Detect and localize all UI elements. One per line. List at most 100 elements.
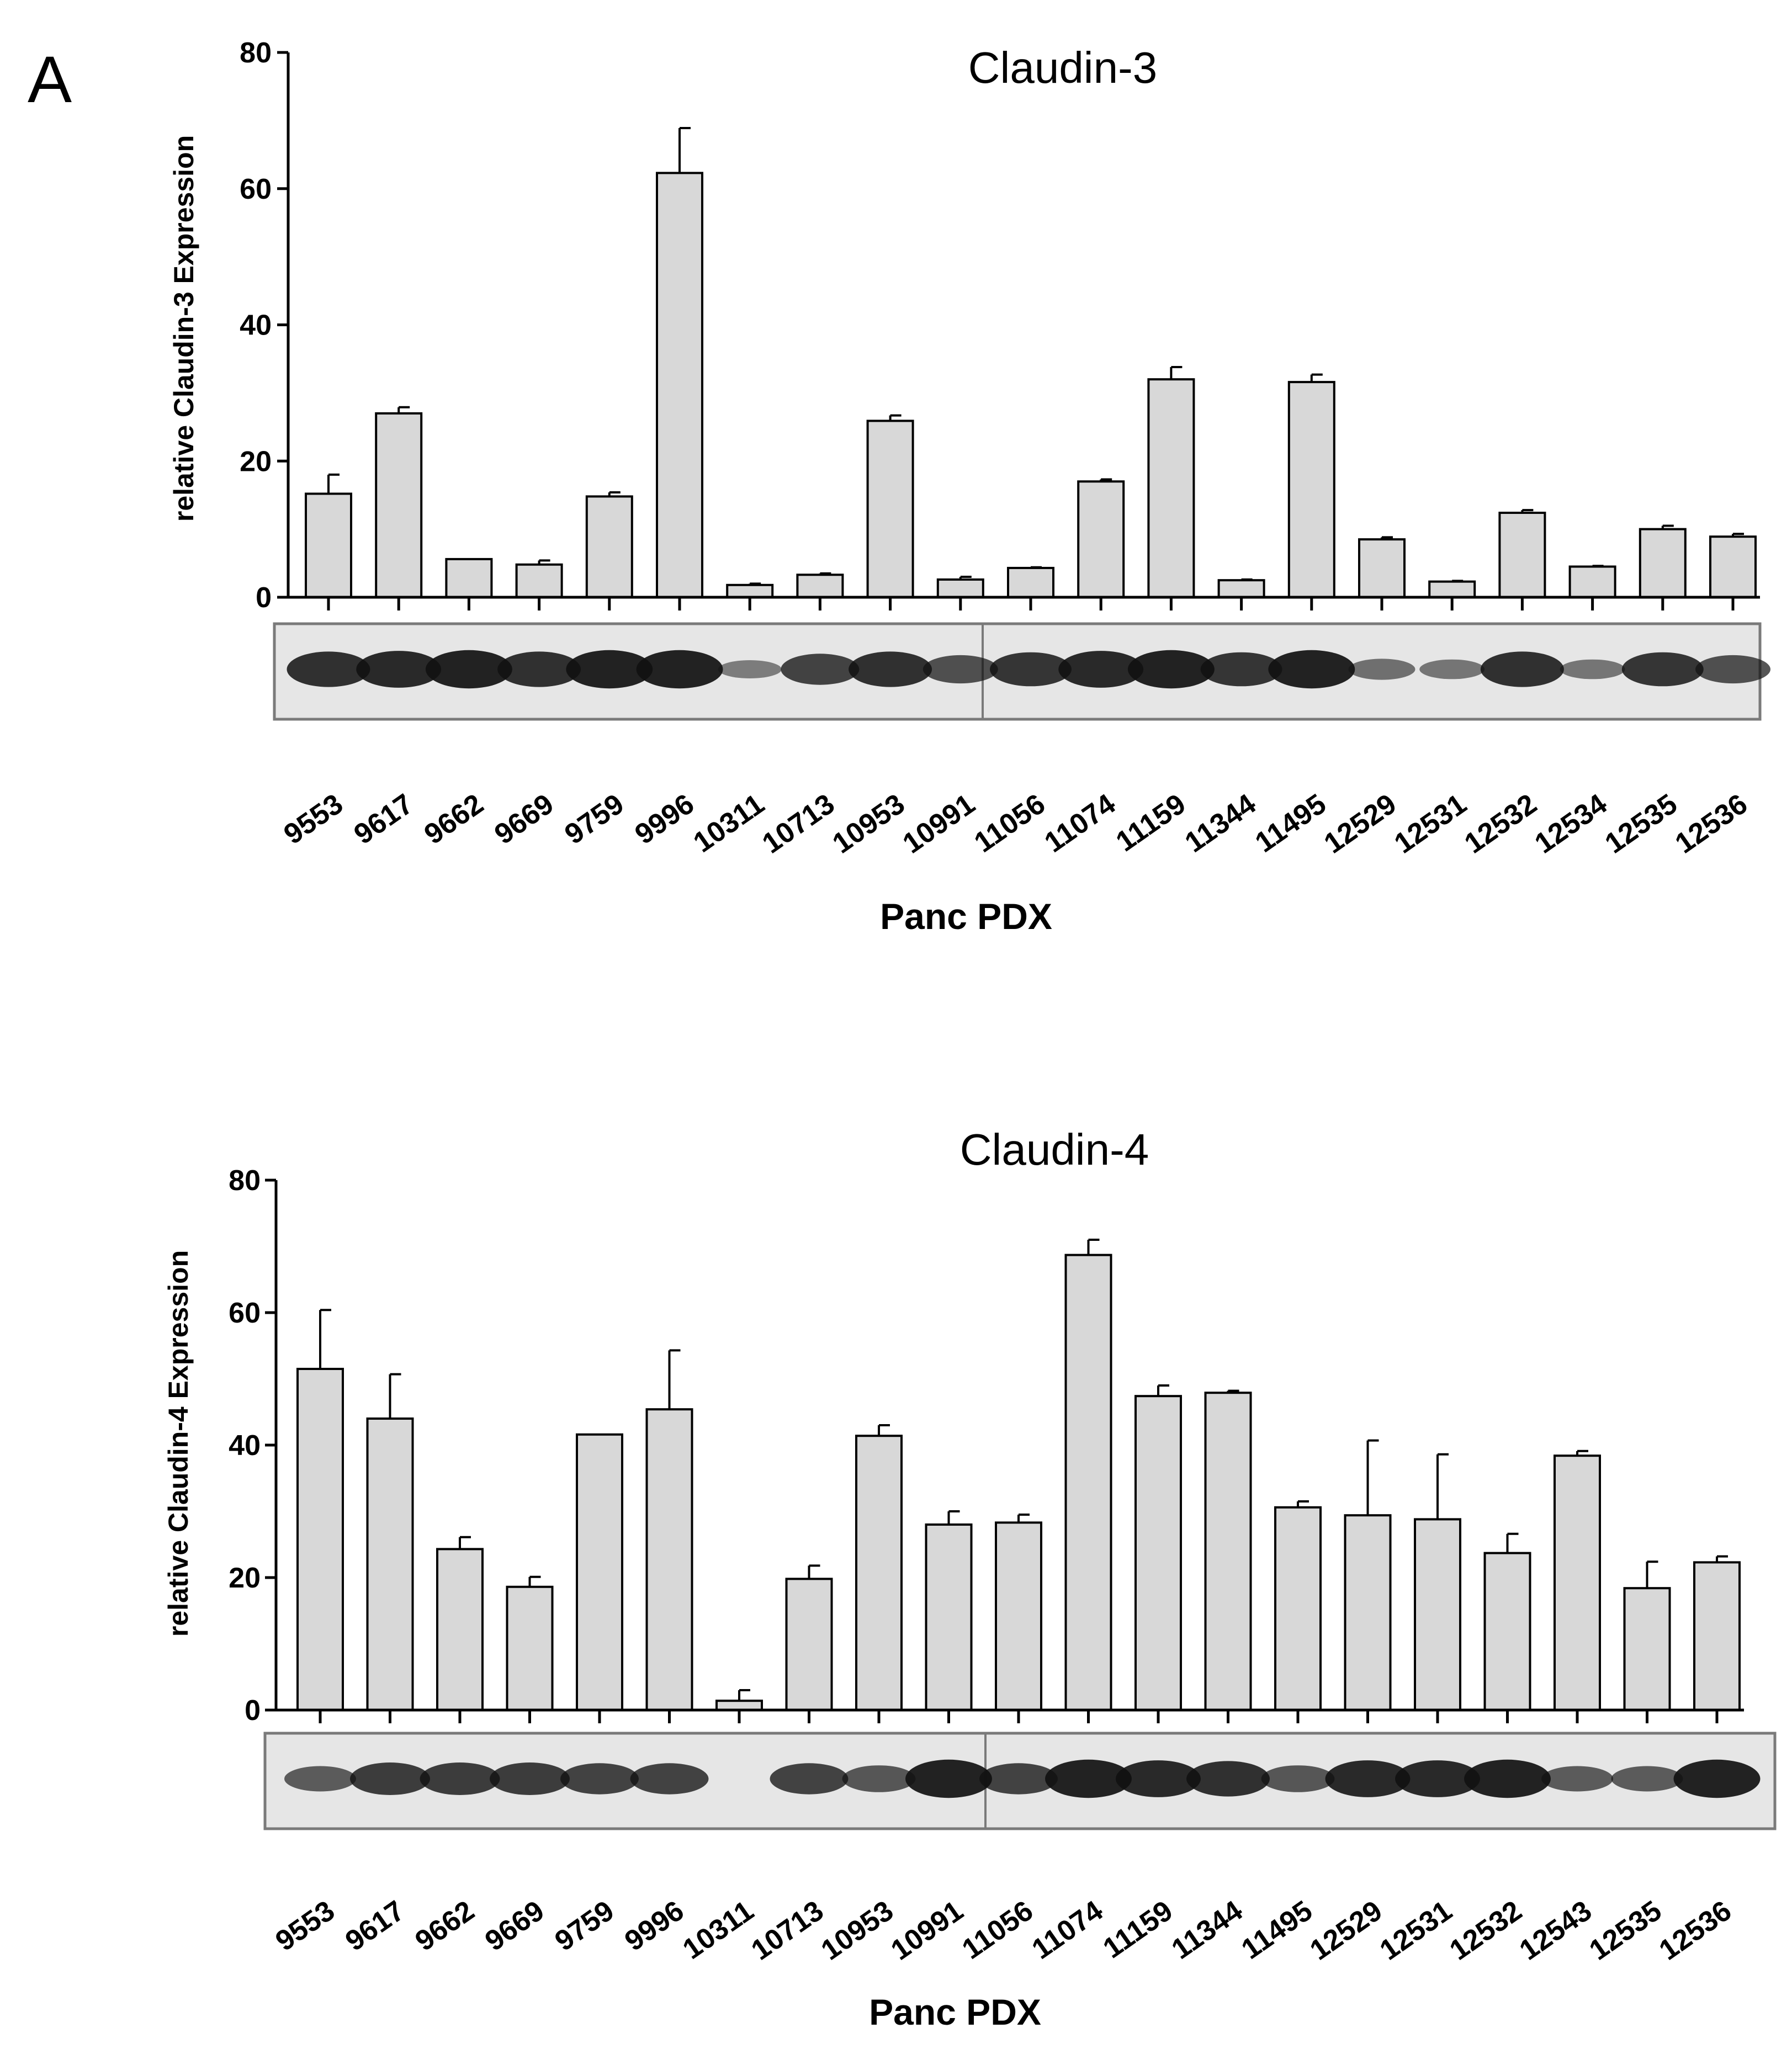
- bar-12531: [1428, 580, 1476, 599]
- bar-11159: [1134, 1395, 1182, 1711]
- bar-10991: [925, 1523, 973, 1711]
- x-tick-label: 12543: [1514, 1894, 1598, 1966]
- bar-11074: [1064, 1254, 1112, 1712]
- western-blot: [263, 1732, 1777, 1830]
- bar-10311: [726, 583, 774, 598]
- bar-9617: [366, 1417, 414, 1711]
- bar-11495: [1274, 1506, 1322, 1712]
- x-tick-label: 12532: [1459, 788, 1543, 859]
- bar-10953: [855, 1435, 903, 1711]
- chart-claudin-4: Claudin-4 relative Claudin-4 Expression …: [163, 1125, 1777, 2032]
- x-tick-label: 11074: [1026, 1894, 1109, 1966]
- x-tick-label: 12529: [1305, 1894, 1388, 1966]
- blot-band-12529: [1325, 1760, 1411, 1797]
- bar-11495: [1287, 381, 1335, 598]
- bar-12529: [1344, 1514, 1392, 1711]
- y-axis-ticks: 0 20 40 60 80: [229, 1165, 276, 1727]
- blot-band-10953: [842, 1765, 916, 1792]
- x-tick-label: 9662: [410, 1894, 480, 1957]
- bar-10311: [715, 1700, 763, 1711]
- blot-band-11159: [1116, 1760, 1201, 1797]
- bar-9669: [515, 563, 563, 599]
- blot-band-9996: [636, 650, 723, 689]
- x-tick-label: 10991: [897, 788, 981, 859]
- blot-band-9553: [284, 1766, 356, 1792]
- axes: [274, 1180, 1744, 1723]
- x-tick-label: 11495: [1236, 1894, 1318, 1966]
- y-tick-label: 80: [240, 37, 272, 69]
- blot-band-9662: [425, 650, 512, 689]
- y-axis-label: relative Claudin-3 Expression: [168, 135, 199, 522]
- bar-9662: [436, 1548, 484, 1711]
- x-tick-label: 11495: [1249, 788, 1332, 859]
- bar-9617: [375, 412, 423, 598]
- blot-band-12535: [1621, 652, 1704, 687]
- bar-12535: [1623, 1587, 1671, 1711]
- x-tick-label: 10991: [886, 1894, 969, 1966]
- y-tick-label: 0: [245, 1695, 261, 1727]
- bar-12543: [1554, 1454, 1601, 1711]
- blot-band-9662: [420, 1762, 500, 1795]
- x-tick-label: 9759: [559, 788, 630, 851]
- blot-band-12531: [1395, 1760, 1480, 1797]
- bar-12535: [1639, 528, 1687, 598]
- panel-label: A: [28, 43, 72, 116]
- blot-band-9669: [497, 651, 581, 687]
- bar-10991: [936, 578, 984, 598]
- blot-band-10713: [781, 654, 860, 685]
- x-tick-label: 11056: [969, 788, 1051, 859]
- x-tick-label: 9662: [418, 788, 489, 851]
- blot-band-9759: [560, 1763, 639, 1794]
- x-tick-label: 12534: [1529, 788, 1613, 859]
- blot-band-9996: [630, 1763, 709, 1794]
- x-tick-label: 9996: [619, 1894, 690, 1957]
- x-tick-label: 12535: [1584, 1894, 1668, 1966]
- blot-band-11344: [1200, 652, 1282, 687]
- bar-12536: [1709, 535, 1757, 598]
- blot-band-12536: [1673, 1759, 1761, 1798]
- bar-11159: [1147, 378, 1195, 598]
- blot-band-12532: [1480, 651, 1564, 687]
- bar-9759: [576, 1433, 623, 1712]
- x-tick-label: 10311: [677, 1894, 760, 1966]
- y-axis-label: relative Claudin-4 Expression: [163, 1250, 194, 1637]
- blot-band-10953: [849, 651, 932, 687]
- blot-band-10713: [770, 1763, 849, 1794]
- blot-band-9669: [490, 1762, 570, 1795]
- y-tick-label: 40: [240, 310, 272, 342]
- bars: [296, 1254, 1741, 1712]
- bar-11074: [1077, 480, 1125, 599]
- bar-12532: [1483, 1552, 1531, 1712]
- x-tick-label: 10953: [827, 788, 911, 859]
- blot-band-9759: [566, 650, 653, 689]
- blot-band-11159: [1127, 650, 1215, 689]
- bars: [305, 172, 1757, 599]
- bar-9553: [305, 492, 352, 598]
- blot-band-9553: [287, 651, 370, 687]
- x-tick-label: 9669: [489, 788, 559, 851]
- x-tick-label: 10311: [688, 788, 770, 859]
- blot-band-12535: [1611, 1766, 1683, 1792]
- x-tick-label: 12529: [1318, 788, 1402, 859]
- x-axis-label: Panc PDX: [869, 1992, 1041, 2032]
- x-tick-label: 12532: [1444, 1894, 1528, 1966]
- blot-band-11495: [1268, 650, 1355, 689]
- x-tick-label: 12535: [1599, 788, 1683, 859]
- blot-band-9617: [350, 1762, 430, 1795]
- bar-9996: [645, 1408, 693, 1711]
- x-tick-label: 11159: [1098, 1894, 1179, 1965]
- blot-band-11344: [1186, 1761, 1270, 1797]
- x-tick-label: 9996: [629, 788, 700, 851]
- axes: [287, 52, 1760, 610]
- x-tick-label: 11074: [1039, 788, 1121, 859]
- y-tick-label: 20: [240, 445, 272, 477]
- bar-10713: [796, 574, 844, 599]
- bar-11056: [995, 1521, 1042, 1711]
- x-tick-label: 11344: [1166, 1894, 1248, 1966]
- y-axis-ticks: 0 20 40 60 80: [240, 37, 288, 614]
- blot-band-10311: [718, 660, 782, 678]
- chart-claudin-3: Claudin-3 relative Claudin-3 Expression …: [168, 37, 1770, 937]
- bar-10713: [785, 1578, 833, 1711]
- x-tick-label: 12531: [1374, 1894, 1458, 1966]
- bar-9669: [506, 1585, 554, 1712]
